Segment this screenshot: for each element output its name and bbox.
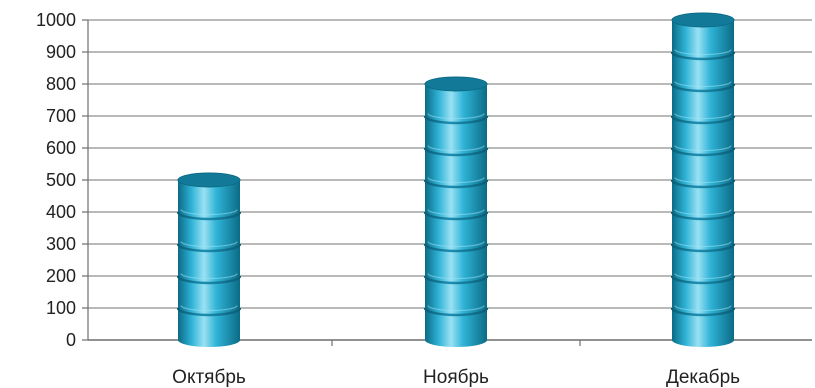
x-tick-label: Декабрь bbox=[666, 367, 740, 388]
bar-segment-highlight bbox=[427, 209, 485, 216]
bar-base bbox=[425, 333, 487, 347]
y-tick-label: 0 bbox=[66, 330, 76, 350]
bar-segment-highlight bbox=[180, 209, 238, 216]
bar-body bbox=[672, 20, 734, 340]
x-axis: Октябрь Ноябрь Декабрь bbox=[88, 339, 812, 388]
bar-segment-ring bbox=[423, 115, 489, 125]
bar-body bbox=[425, 84, 487, 340]
bar-segment-highlight bbox=[427, 273, 485, 280]
x-tick-label: Октябрь bbox=[172, 367, 246, 388]
bar-segment-ring bbox=[670, 243, 736, 253]
y-tick-label: 400 bbox=[46, 202, 76, 222]
bar-top-cap bbox=[424, 76, 488, 92]
bar-segment-ring bbox=[423, 243, 489, 253]
bar-base bbox=[672, 333, 734, 347]
bar-segment-ring bbox=[423, 147, 489, 157]
bar-segment-ring bbox=[423, 275, 489, 285]
y-tick-label: 800 bbox=[46, 74, 76, 94]
bar-segment-ring bbox=[176, 243, 242, 253]
y-axis: 0 100 200 300 400 500 600 700 800 900 1000 bbox=[36, 10, 89, 350]
bar-segment-highlight bbox=[427, 305, 485, 312]
bar-segment-highlight bbox=[674, 241, 732, 248]
bar-segment-ring bbox=[423, 179, 489, 189]
bar-Ноябрь bbox=[423, 76, 489, 347]
bar-segment-highlight bbox=[427, 177, 485, 184]
bar-segment-highlight bbox=[674, 49, 732, 56]
bar-Октябрь bbox=[176, 172, 242, 347]
y-tick-label: 300 bbox=[46, 234, 76, 254]
bar-segment-highlight bbox=[427, 145, 485, 152]
bar-segment-ring bbox=[670, 83, 736, 93]
bar-segment-ring bbox=[670, 307, 736, 317]
bar-segment-ring bbox=[176, 211, 242, 221]
y-tick-label: 500 bbox=[46, 170, 76, 190]
bar-segment-highlight bbox=[674, 113, 732, 120]
y-tick-label: 100 bbox=[46, 298, 76, 318]
x-tick-label: Ноябрь bbox=[423, 367, 489, 388]
bar-segment-highlight bbox=[674, 273, 732, 280]
y-tick-label: 1000 bbox=[36, 10, 76, 30]
y-tick-label: 600 bbox=[46, 138, 76, 158]
bar-segment-ring bbox=[670, 179, 736, 189]
bar-segment-highlight bbox=[180, 241, 238, 248]
bar-segment-highlight bbox=[180, 273, 238, 280]
bars bbox=[176, 12, 736, 347]
bar-segment-ring bbox=[176, 275, 242, 285]
bar-segment-ring bbox=[176, 307, 242, 317]
bar-segment-ring bbox=[423, 307, 489, 317]
bar-segment-ring bbox=[670, 51, 736, 61]
bar-segment-highlight bbox=[180, 305, 238, 312]
bar-segment-highlight bbox=[674, 305, 732, 312]
y-tick-label: 200 bbox=[46, 266, 76, 286]
bar-segment-ring bbox=[670, 275, 736, 285]
bar-segment-ring bbox=[670, 147, 736, 157]
bar-segment-highlight bbox=[674, 177, 732, 184]
bar-segment-ring bbox=[670, 115, 736, 125]
bar-segment-highlight bbox=[427, 241, 485, 248]
y-tick-label: 700 bbox=[46, 106, 76, 126]
bar-segment-highlight bbox=[674, 81, 732, 88]
bar-segment-highlight bbox=[674, 145, 732, 152]
bar-segment-highlight bbox=[674, 209, 732, 216]
bar-segment-ring bbox=[423, 211, 489, 221]
y-tick-label: 900 bbox=[46, 42, 76, 62]
bar-Декабрь bbox=[670, 12, 736, 347]
bar-top-cap bbox=[671, 12, 735, 28]
bar-base bbox=[178, 333, 240, 347]
bar-segment-ring bbox=[670, 211, 736, 221]
bar-segment-highlight bbox=[427, 113, 485, 120]
bar-top-cap bbox=[177, 172, 241, 188]
